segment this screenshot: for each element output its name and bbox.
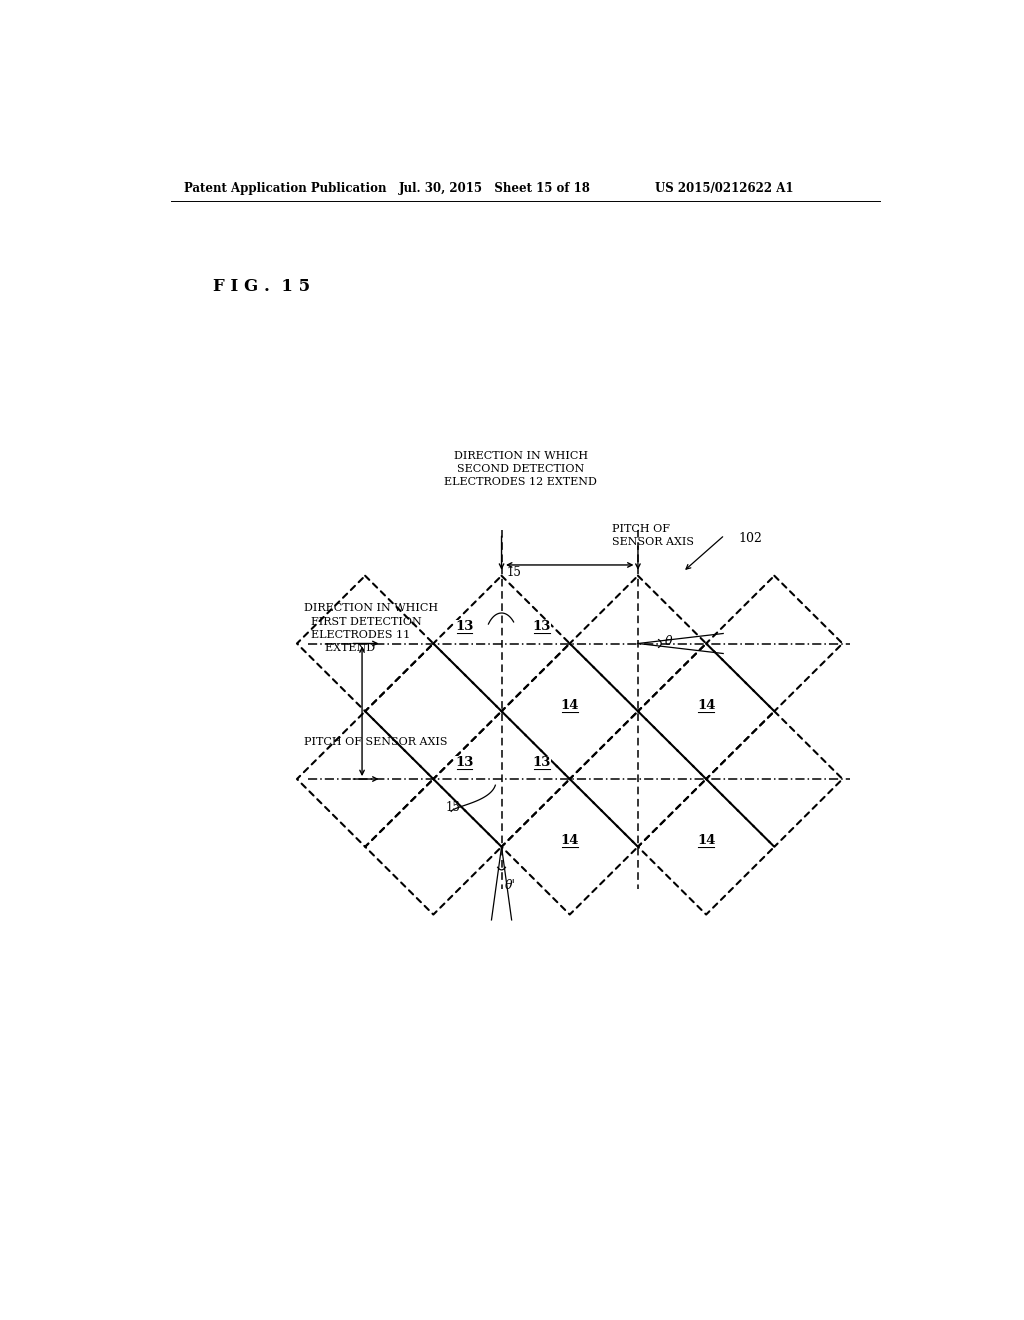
Text: 102: 102 xyxy=(738,532,763,545)
Text: 14: 14 xyxy=(697,834,716,847)
Text: 15: 15 xyxy=(506,566,521,579)
Text: Patent Application Publication: Patent Application Publication xyxy=(183,182,386,194)
Text: PITCH OF SENSOR AXIS: PITCH OF SENSOR AXIS xyxy=(304,737,447,747)
Text: F I G .  1 5: F I G . 1 5 xyxy=(213,277,310,294)
Text: 15: 15 xyxy=(445,800,461,813)
Text: PITCH OF
SENSOR AXIS: PITCH OF SENSOR AXIS xyxy=(612,524,694,548)
Text: 13: 13 xyxy=(532,620,551,634)
Text: 13: 13 xyxy=(532,755,551,768)
Text: 14: 14 xyxy=(560,698,579,711)
Text: θ: θ xyxy=(665,635,673,648)
Text: 14: 14 xyxy=(697,698,716,711)
Text: DIRECTION IN WHICH
SECOND DETECTION
ELECTRODES 12 EXTEND: DIRECTION IN WHICH SECOND DETECTION ELEC… xyxy=(444,451,597,487)
Text: DIRECTION IN WHICH
  FIRST DETECTION
  ELECTRODES 11
      EXTEND: DIRECTION IN WHICH FIRST DETECTION ELECT… xyxy=(304,603,438,653)
Text: 13: 13 xyxy=(455,755,473,768)
Text: 14: 14 xyxy=(560,834,579,847)
Text: US 2015/0212622 A1: US 2015/0212622 A1 xyxy=(655,182,794,194)
Text: Jul. 30, 2015   Sheet 15 of 18: Jul. 30, 2015 Sheet 15 of 18 xyxy=(399,182,591,194)
Text: θ': θ' xyxy=(505,879,515,892)
Text: 13: 13 xyxy=(455,620,473,634)
